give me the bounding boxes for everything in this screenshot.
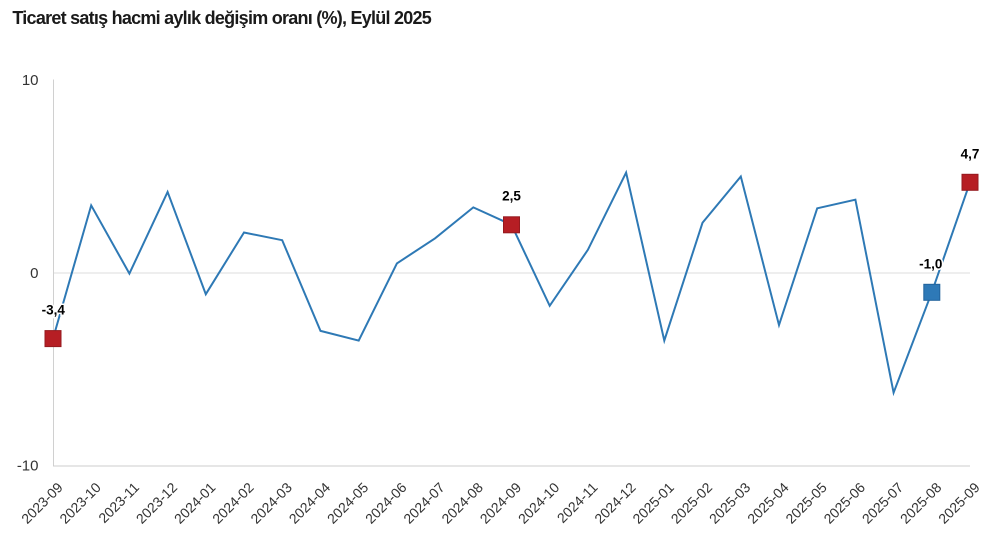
svg-text:10: 10 bbox=[22, 72, 39, 89]
svg-text:2,5: 2,5 bbox=[502, 189, 521, 204]
svg-text:4,7: 4,7 bbox=[961, 146, 980, 161]
svg-text:-3,4: -3,4 bbox=[42, 303, 66, 318]
svg-text:Ticaret satış hacmi aylık deği: Ticaret satış hacmi aylık değişim oranı … bbox=[12, 8, 431, 28]
svg-text:-10: -10 bbox=[17, 458, 39, 475]
svg-text:0: 0 bbox=[30, 265, 38, 282]
svg-text:-1,0: -1,0 bbox=[919, 257, 942, 272]
